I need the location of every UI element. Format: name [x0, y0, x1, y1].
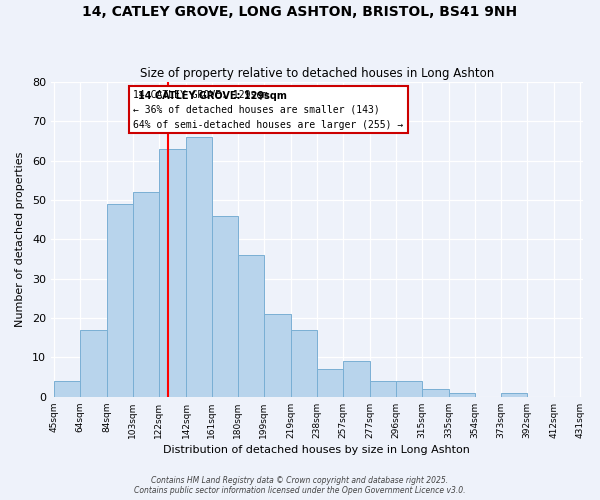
X-axis label: Distribution of detached houses by size in Long Ashton: Distribution of detached houses by size … — [163, 445, 470, 455]
Bar — [107, 204, 133, 397]
Y-axis label: Number of detached properties: Number of detached properties — [15, 152, 25, 327]
Bar — [158, 149, 186, 397]
Bar — [133, 192, 158, 397]
Bar — [186, 137, 212, 397]
Bar — [238, 255, 264, 397]
Text: 14 CATLEY GROVE: 129sqm: 14 CATLEY GROVE: 129sqm — [137, 90, 287, 101]
Text: 14 CATLEY GROVE: 129sqm
← 36% of detached houses are smaller (143)
64% of semi-d: 14 CATLEY GROVE: 129sqm ← 36% of detache… — [133, 90, 404, 130]
Bar — [396, 381, 422, 397]
Bar — [264, 314, 291, 397]
Title: Size of property relative to detached houses in Long Ashton: Size of property relative to detached ho… — [140, 66, 494, 80]
Bar — [53, 381, 80, 397]
Bar — [343, 362, 370, 397]
Bar — [291, 330, 317, 397]
Bar — [317, 370, 343, 397]
Bar — [501, 393, 527, 397]
Text: 14, CATLEY GROVE, LONG ASHTON, BRISTOL, BS41 9NH: 14, CATLEY GROVE, LONG ASHTON, BRISTOL, … — [82, 5, 518, 19]
Bar — [422, 389, 449, 397]
Bar — [449, 393, 475, 397]
Bar — [80, 330, 107, 397]
Bar — [212, 216, 238, 397]
Text: Contains HM Land Registry data © Crown copyright and database right 2025.
Contai: Contains HM Land Registry data © Crown c… — [134, 476, 466, 495]
Bar — [370, 381, 396, 397]
